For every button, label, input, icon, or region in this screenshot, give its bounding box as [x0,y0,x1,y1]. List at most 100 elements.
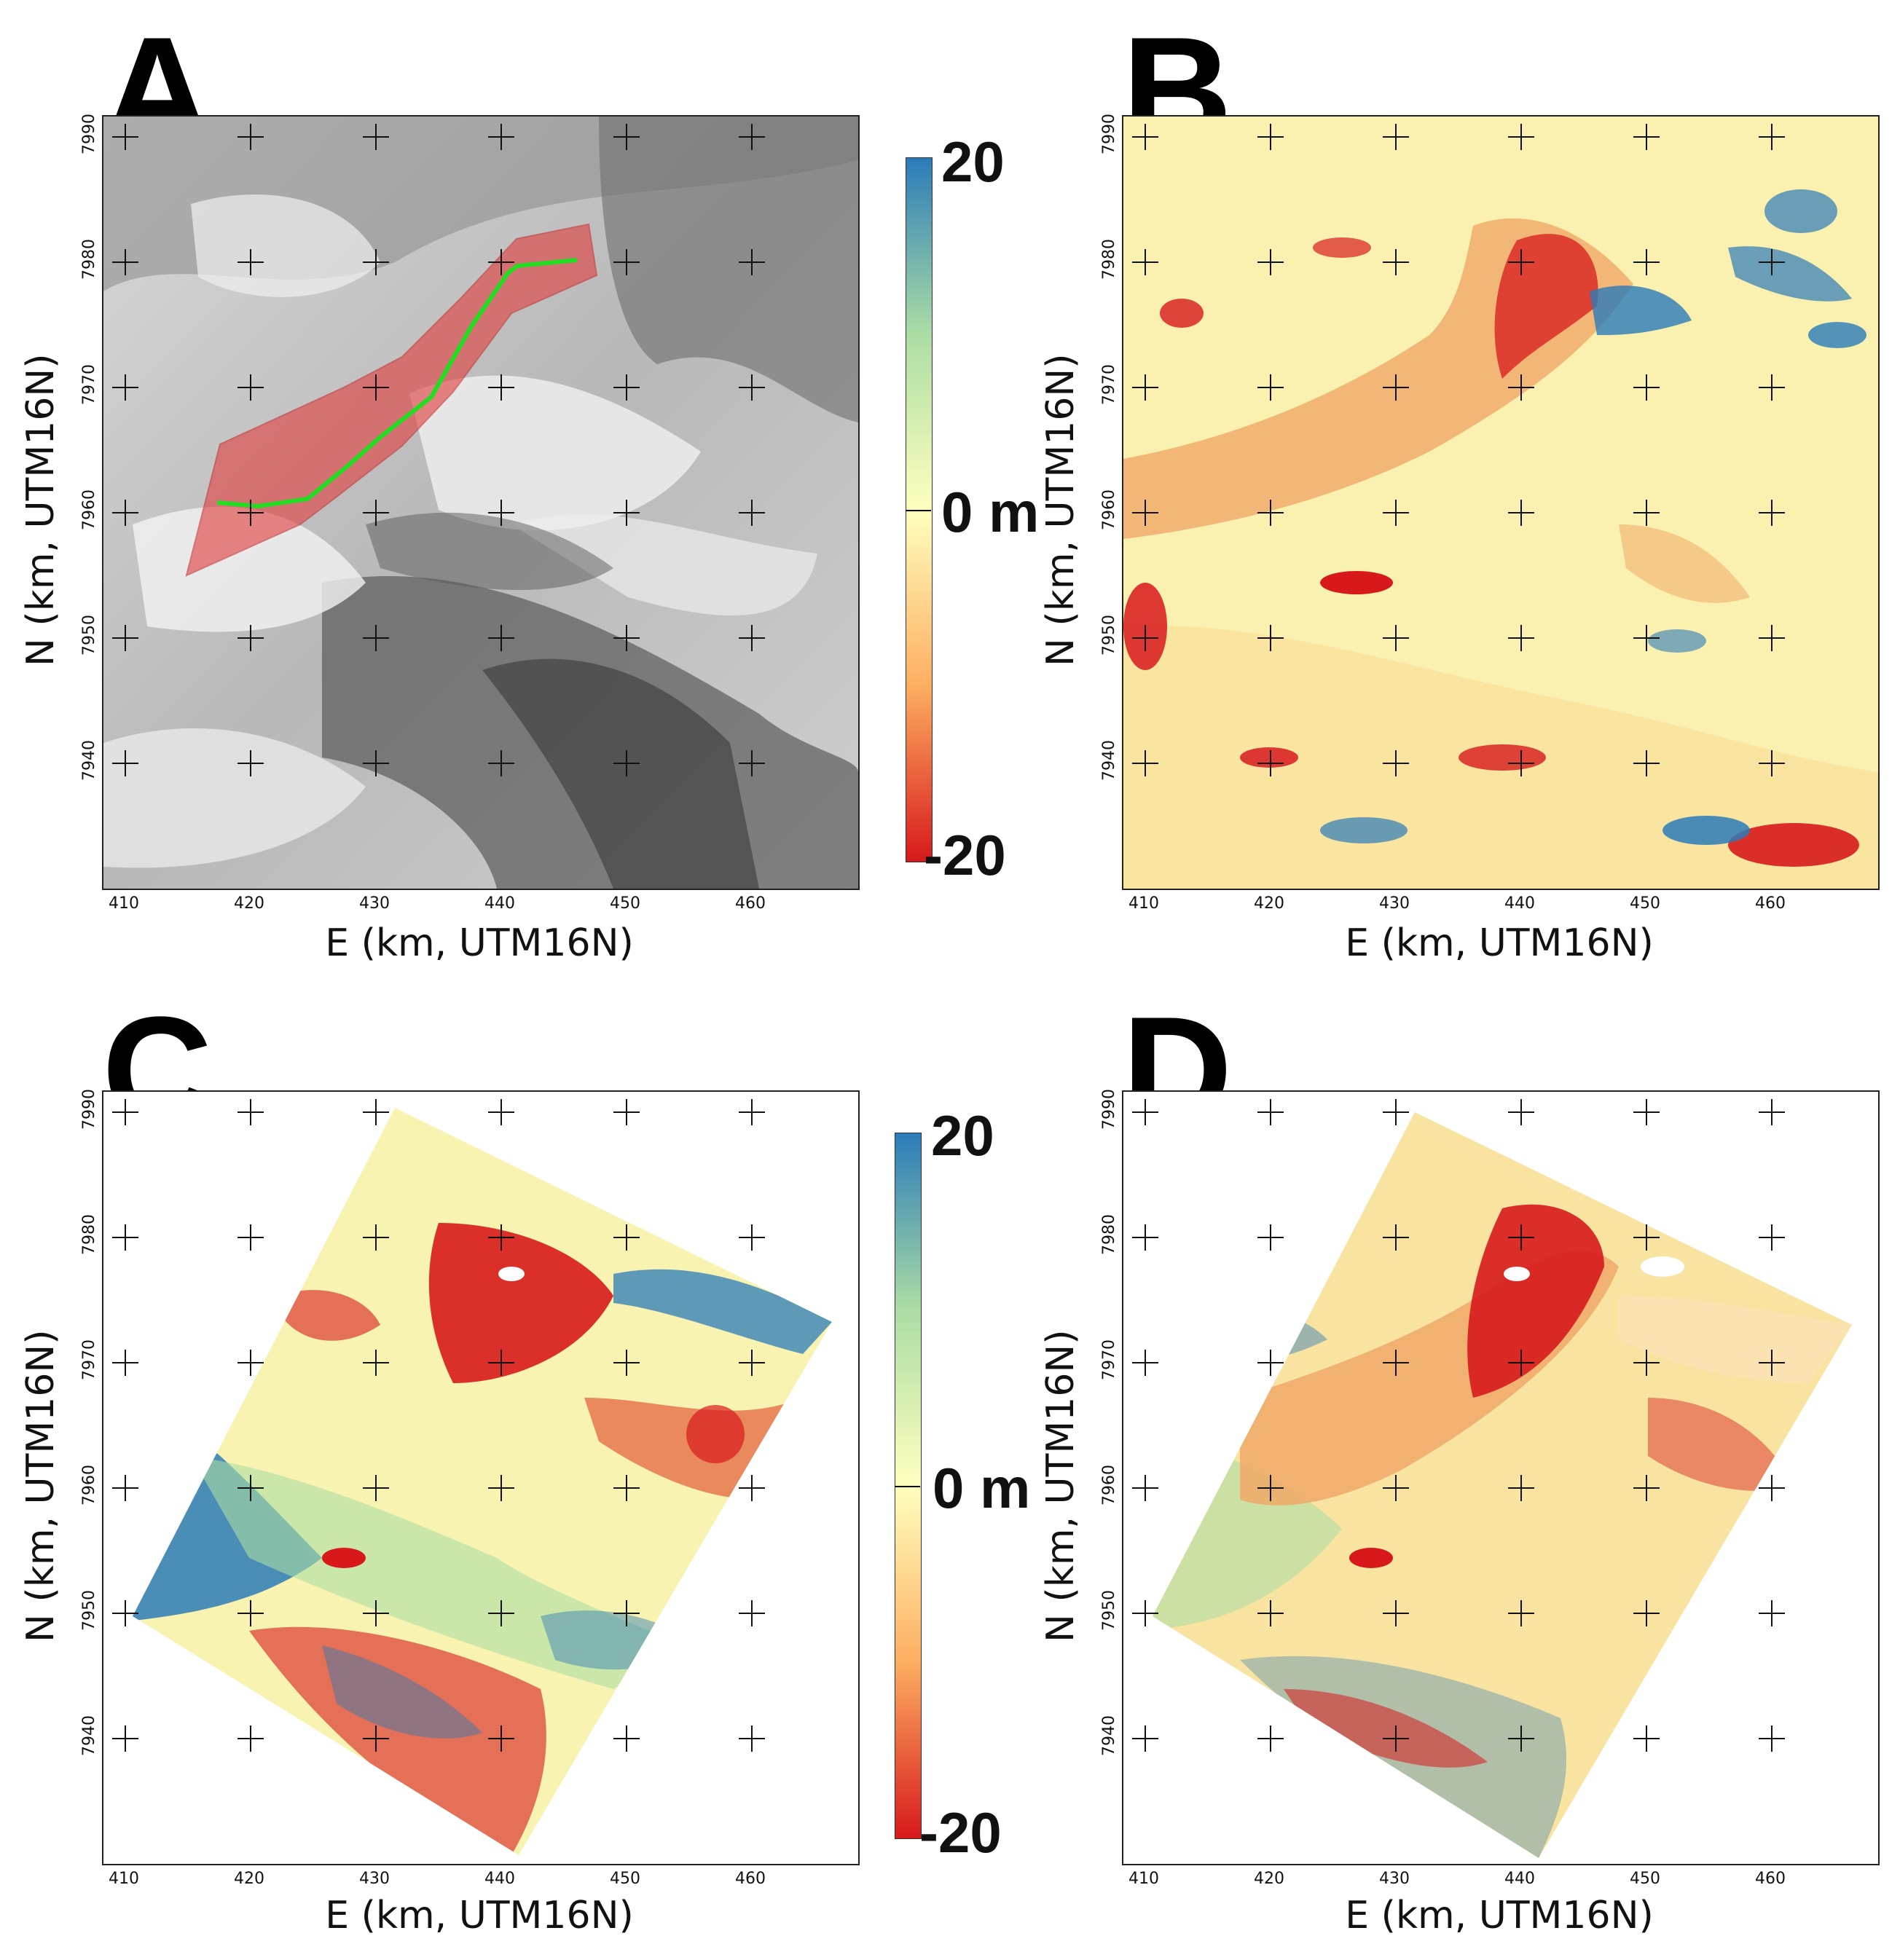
grid-cross [613,500,640,526]
grid-cross [613,1475,640,1501]
grid-cross [112,750,138,776]
grid-cross [1633,1224,1660,1251]
grid-cross [1759,249,1785,275]
y-tick-label: 7990 [80,114,98,154]
x-tick-label: 420 [234,894,264,913]
grid-cross [363,1600,389,1626]
grid-cross [1132,1350,1158,1376]
grid-cross [1132,249,1158,275]
x-axis-label: E (km, UTM16N) [325,921,634,965]
grid-cross [1132,1475,1158,1501]
grid-cross [1508,500,1534,526]
grid-cross [238,374,264,401]
x-tick-label: 460 [735,1870,766,1888]
grid-cross [613,750,640,776]
grid-cross [1383,1224,1409,1251]
grid-cross [1759,1725,1785,1752]
x-tick-label: 430 [1379,894,1410,913]
colorbar-zero-label: 0 m [941,480,1040,544]
grid-cross [1257,1224,1284,1251]
y-tick-label: 7970 [1100,364,1118,405]
grid-cross [238,1099,264,1125]
grid-cross [488,124,514,150]
grid-cross [363,500,389,526]
colorbar-max-label: 20 [931,1103,994,1168]
grid-cross [112,374,138,401]
y-tick-label: 7940 [1100,1715,1118,1756]
x-tick-label: 420 [1254,1870,1284,1888]
grid-cross [1132,1099,1158,1125]
grid-cross [1633,1099,1660,1125]
grid-cross [1508,625,1534,651]
grid-cross [238,249,264,275]
x-tick-label: 410 [1128,894,1159,913]
grid-cross [613,1600,640,1626]
x-tick-label: 440 [1504,1870,1535,1888]
grid-cross [238,750,264,776]
grid-cross [112,1099,138,1125]
grid-cross [613,625,640,651]
grid-cross [1759,1600,1785,1626]
grid-cross [1633,249,1660,275]
grid-cross [363,1475,389,1501]
colorbar-zero-tick [906,510,931,511]
x-axis-label: E (km, UTM16N) [1345,1894,1654,1937]
glacier-polygon [185,223,598,577]
map-frame-d [1122,1090,1880,1865]
grid-cross [1633,1475,1660,1501]
map-frame-c [102,1090,860,1865]
x-axis-label: E (km, UTM16N) [325,1894,634,1937]
grid-cross [1508,1224,1534,1251]
y-tick-label: 7980 [80,1214,98,1255]
grid-cross [238,1224,264,1251]
grid-cross [739,1725,765,1752]
grid-cross [739,1099,765,1125]
grid-cross [613,1099,640,1125]
grid-cross [112,1475,138,1501]
y-axis-label: N (km, UTM16N) [1039,1329,1083,1642]
y-tick-label: 7990 [80,1089,98,1130]
grid-cross [1132,625,1158,651]
grid-cross [1759,1224,1785,1251]
x-tick-label: 430 [359,1870,390,1888]
grid-cross [739,124,765,150]
grid-cross [488,1099,514,1125]
y-tick-label: 7960 [80,1465,98,1506]
grid-crosses [112,1099,765,1752]
grid-cross [363,1224,389,1251]
grid-cross [1257,500,1284,526]
grid-cross [1383,750,1409,776]
grid-cross [739,500,765,526]
y-tick-label: 7950 [80,615,98,656]
grid-cross [363,625,389,651]
grid-cross [1383,124,1409,150]
y-tick-label: 7980 [1100,239,1118,280]
grid-cross [1383,1475,1409,1501]
grid-cross [112,625,138,651]
grid-cross [613,1725,640,1752]
grid-cross [1257,1350,1284,1376]
grid-cross [1383,500,1409,526]
grid-cross [1508,1350,1534,1376]
x-tick-label: 410 [1128,1870,1159,1888]
grid-cross [1257,750,1284,776]
grid-cross [488,1600,514,1626]
grid-cross [1383,1350,1409,1376]
y-axis-label: N (km, UTM16N) [19,1329,63,1642]
grid-cross [1508,374,1534,401]
x-tick-label: 440 [484,1870,515,1888]
grid-cross [1633,1350,1660,1376]
grid-cross [1132,1224,1158,1251]
x-tick-label: 460 [735,894,766,913]
grid-cross [1383,249,1409,275]
x-tick-label: 420 [1254,894,1284,913]
grid-cross [1759,750,1785,776]
satellite-image [103,117,858,889]
grid-cross [1633,374,1660,401]
grid-cross [1508,1600,1534,1626]
grid-cross [613,1224,640,1251]
grid-cross [1132,1600,1158,1626]
grid-cross [1383,1099,1409,1125]
grid-cross [1257,249,1284,275]
grid-crosses [112,124,765,776]
